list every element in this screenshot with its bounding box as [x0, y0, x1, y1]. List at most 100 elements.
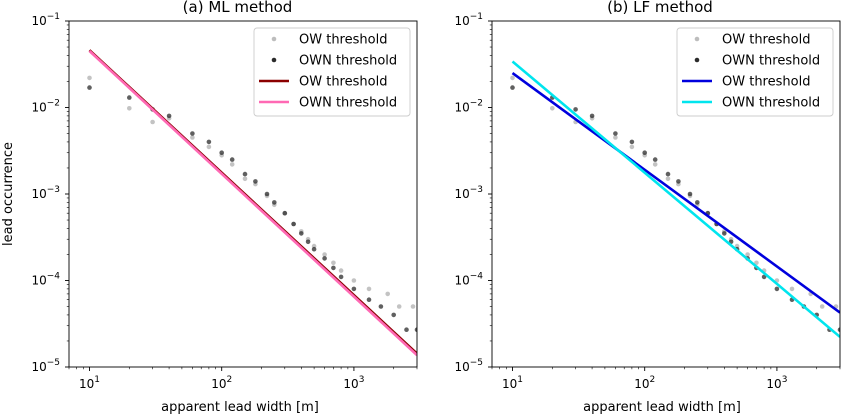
- y-tick-exponent: −4: [470, 272, 484, 282]
- data-point: [311, 246, 317, 252]
- data-point: [299, 231, 304, 236]
- y-tick-exponent: −2: [470, 99, 483, 109]
- data-point: [722, 231, 727, 236]
- y-tick-label: 10−3: [454, 185, 483, 201]
- legend-label: OW threshold: [722, 33, 810, 48]
- data-point: [190, 135, 195, 140]
- data-point: [642, 150, 647, 155]
- legend-label: OWN threshold: [299, 54, 397, 69]
- legend-label: OWN threshold: [722, 96, 820, 111]
- data-point: [550, 106, 555, 111]
- x-tick-exponent: 1: [517, 375, 523, 385]
- data-point: [404, 327, 409, 333]
- data-point: [396, 304, 402, 309]
- data-point: [127, 95, 132, 100]
- data-point: [322, 252, 327, 257]
- x-tick-exponent: 1: [94, 375, 100, 385]
- plot-marks: [510, 60, 840, 338]
- data-point: [761, 274, 767, 280]
- plot-content: [510, 60, 840, 338]
- panel-ml-method: (a) ML method 101 102 103 10−5 10−4 10−3 10−2 1…: [1, 0, 418, 414]
- panel-lf-method: (b) LF method 101 102 10310−510−410−310−21…: [454, 0, 841, 414]
- legend: OW threshold OWN threshold OW threshold OWN…: [676, 27, 834, 117]
- data-point: [219, 150, 224, 155]
- y-tick-label: 10−5: [31, 358, 60, 374]
- data-point: [366, 286, 372, 292]
- legend-frame: [676, 27, 834, 117]
- y-tick-exponent: −1: [470, 12, 483, 22]
- data-point: [613, 131, 618, 136]
- x-tick-exponent: 3: [359, 375, 365, 385]
- data-point: [351, 278, 357, 283]
- axis-ticks: 101 102 103 10−5 10−4 10−3 10−2 10−1: [454, 12, 841, 391]
- data-point: [676, 179, 681, 184]
- data-point: [264, 191, 270, 197]
- data-point: [385, 291, 391, 297]
- x-tick-exponent: 2: [649, 375, 655, 385]
- data-point: [338, 274, 344, 280]
- data-point: [242, 176, 248, 182]
- data-point: [510, 75, 515, 81]
- y-tick-exponent: −1: [47, 12, 60, 22]
- data-point: [366, 297, 372, 303]
- chart-title: (b) LF method: [607, 0, 713, 16]
- x-tick-label: 102: [211, 375, 232, 391]
- data-point: [272, 200, 277, 205]
- legend-marker: [271, 57, 277, 63]
- y-tick-label: 10−5: [454, 358, 483, 374]
- data-point: [378, 304, 384, 309]
- data-point: [391, 312, 397, 318]
- data-point: [166, 113, 172, 119]
- legend-marker: [271, 36, 277, 42]
- y-tick-exponent: −4: [47, 272, 61, 282]
- y-tick-label: 10−2: [31, 99, 60, 115]
- data-point: [190, 131, 195, 136]
- chart-title: (a) ML method: [183, 0, 293, 16]
- scatter-series: [87, 85, 417, 333]
- legend-frame: [253, 27, 411, 117]
- y-tick-label: 10−3: [31, 185, 60, 201]
- y-tick-exponent: −3: [47, 185, 60, 195]
- legend-marker: [694, 36, 700, 42]
- x-axis-label: apparent lead width [m]: [583, 400, 741, 414]
- data-point: [629, 144, 635, 150]
- data-point: [789, 286, 795, 292]
- data-point: [652, 162, 658, 167]
- data-point: [305, 239, 311, 245]
- y-tick-exponent: −3: [470, 185, 483, 195]
- x-tick-label: 103: [766, 375, 787, 391]
- fit-line: [511, 60, 840, 338]
- data-point: [687, 191, 693, 197]
- data-point: [150, 119, 155, 125]
- data-point: [253, 179, 258, 184]
- fit-line: [511, 72, 840, 314]
- data-point: [206, 139, 212, 145]
- data-point: [87, 75, 92, 81]
- fit-line: [88, 50, 417, 357]
- data-point: [774, 286, 780, 292]
- legend: OW threshold OWN threshold OW threshold OWN…: [253, 27, 411, 117]
- data-point: [338, 268, 344, 273]
- y-tick-label: 10−4: [31, 272, 60, 288]
- legend-label: OW threshold: [722, 75, 810, 90]
- plot-content: [87, 49, 417, 357]
- data-point: [510, 85, 515, 90]
- data-point: [87, 85, 92, 90]
- legend-marker: [694, 57, 700, 63]
- x-tick-label: 101: [79, 375, 100, 391]
- data-point: [206, 144, 212, 150]
- x-tick-label: 103: [343, 375, 364, 391]
- data-point: [665, 171, 671, 177]
- data-point: [331, 260, 336, 266]
- plot-marks: [87, 49, 417, 357]
- legend-label: OW threshold: [299, 75, 387, 90]
- data-point: [819, 304, 825, 309]
- data-point: [351, 286, 357, 292]
- x-tick-exponent: 2: [226, 375, 232, 385]
- x-axis-label: apparent lead width [m]: [161, 400, 319, 414]
- data-point: [652, 157, 658, 162]
- y-tick-label: 10−1: [454, 12, 483, 28]
- data-point: [837, 327, 840, 332]
- data-point: [229, 162, 235, 167]
- data-point: [322, 256, 327, 261]
